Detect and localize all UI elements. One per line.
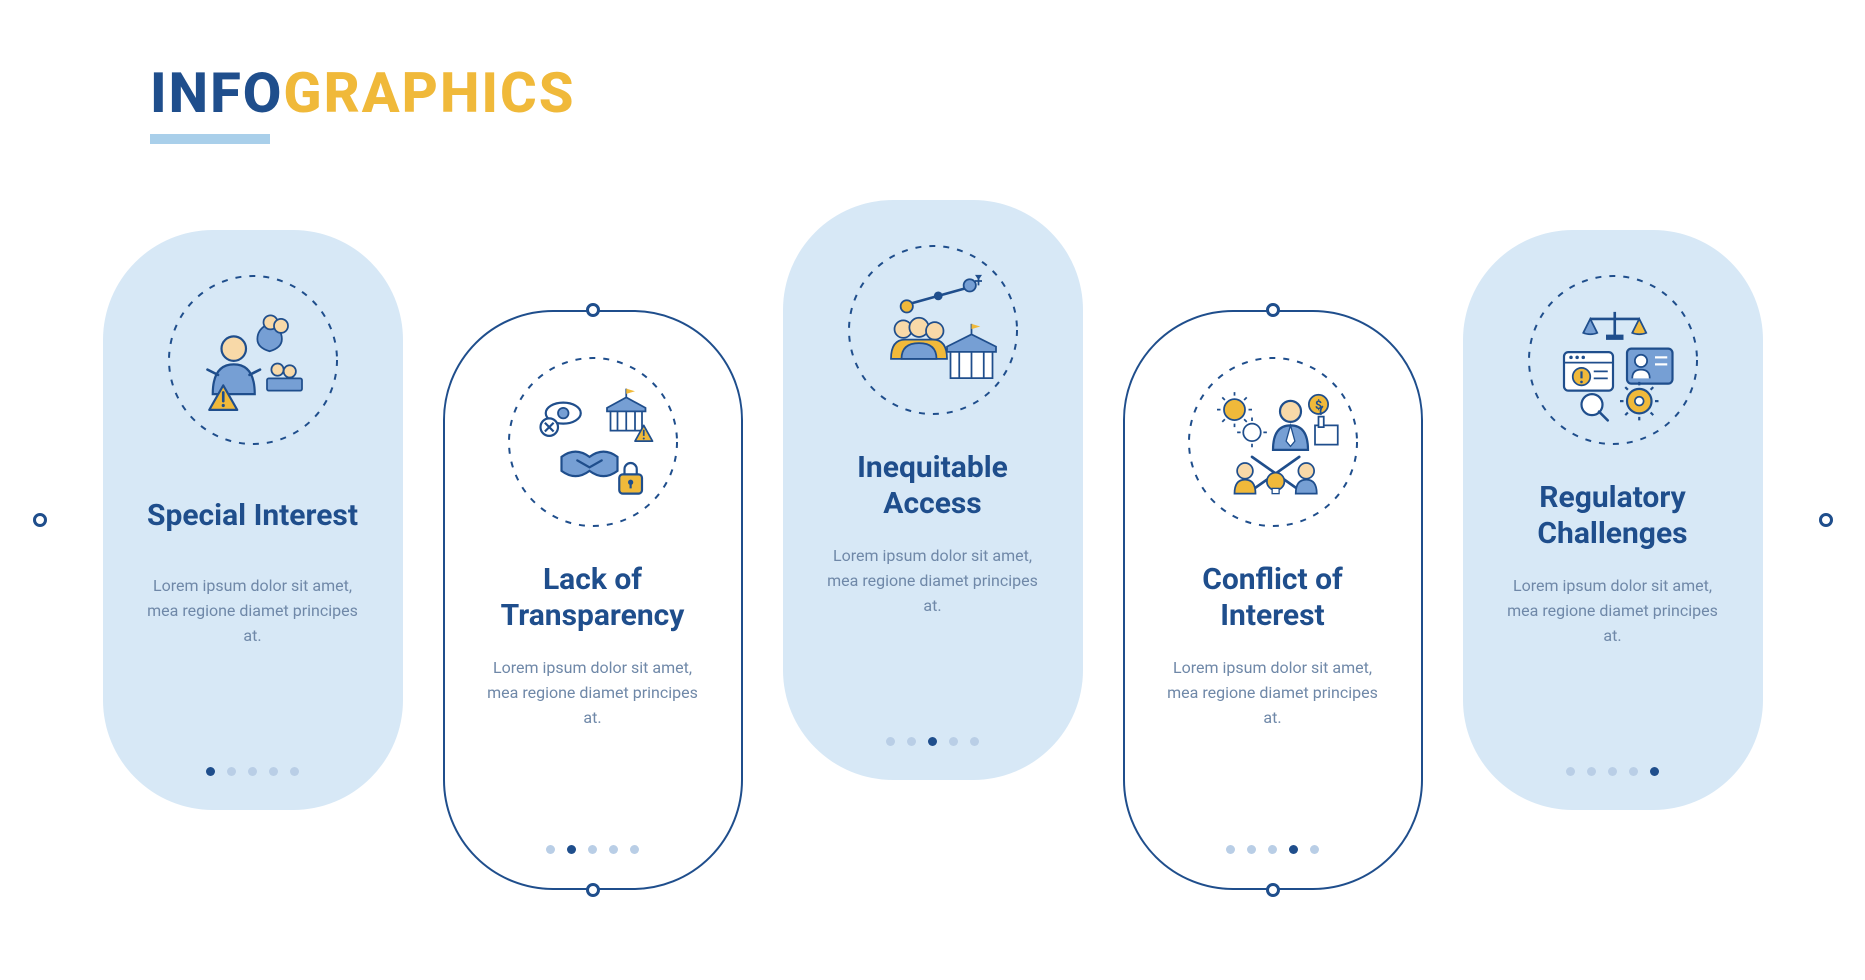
dot — [949, 737, 958, 746]
dot — [206, 767, 215, 776]
title-underline — [150, 134, 270, 144]
card-anchor-1: Lack of Transparency Lorem ipsum dolor si… — [443, 310, 743, 890]
card-body: Lorem ipsum dolor sit amet, mea regione … — [813, 544, 1053, 727]
card-anchor-0: Special Interest Lorem ipsum dolor sit am… — [103, 230, 403, 810]
pagination-dots — [886, 737, 979, 746]
title-graphics: GRAPHICS — [283, 60, 575, 126]
regulatory-challenges-icon — [1523, 270, 1703, 450]
card-title: Inequitable Access — [813, 450, 1053, 522]
card-body: Lorem ipsum dolor sit amet, mea regione … — [1493, 574, 1733, 757]
dot — [1629, 767, 1638, 776]
card-anchor-3: Conflict of Interest Lorem ipsum dolor si… — [1123, 310, 1423, 890]
dot — [1289, 845, 1298, 854]
pagination-dots — [206, 767, 299, 776]
dot — [886, 737, 895, 746]
special-interest-icon — [163, 270, 343, 450]
dot — [1310, 845, 1319, 854]
dot — [1608, 767, 1617, 776]
connector-dot — [586, 303, 600, 317]
card-conflict-interest: Conflict of Interest Lorem ipsum dolor si… — [1123, 310, 1423, 890]
connector-dot — [33, 513, 47, 527]
connector-dot — [1266, 303, 1280, 317]
pagination-dots — [1226, 845, 1319, 854]
card-regulatory-challenges: Regulatory Challenges Lorem ipsum dolor s… — [1463, 230, 1763, 810]
card-inequitable-access: Inequitable Access Lorem ipsum dolor sit … — [783, 200, 1083, 780]
card-body: Lorem ipsum dolor sit amet, mea regione … — [475, 656, 711, 835]
dot — [227, 767, 236, 776]
dot — [928, 737, 937, 746]
dot — [1650, 767, 1659, 776]
connector-dot — [586, 883, 600, 897]
dot — [567, 845, 576, 854]
pagination-dots — [1566, 767, 1659, 776]
card-body: Lorem ipsum dolor sit amet, mea regione … — [133, 574, 373, 757]
dot — [630, 845, 639, 854]
inequitable-access-icon — [843, 240, 1023, 420]
page-header: INFOGRAPHICS — [150, 60, 576, 144]
card-anchor-2: Inequitable Access Lorem ipsum dolor sit … — [783, 200, 1083, 780]
card-title: Lack of Transparency — [475, 562, 711, 634]
dot — [588, 845, 597, 854]
dot — [1587, 767, 1596, 776]
dot — [546, 845, 555, 854]
card-title: Special Interest — [147, 480, 358, 552]
title-info: INFO — [150, 60, 283, 126]
dot — [609, 845, 618, 854]
pagination-dots — [546, 845, 639, 854]
dot — [269, 767, 278, 776]
card-body: Lorem ipsum dolor sit amet, mea regione … — [1155, 656, 1391, 835]
dot — [1226, 845, 1235, 854]
dot — [1566, 767, 1575, 776]
connector-dot — [1819, 513, 1833, 527]
dot — [248, 767, 257, 776]
card-anchor-4: Regulatory Challenges Lorem ipsum dolor s… — [1463, 230, 1763, 810]
dot — [907, 737, 916, 746]
card-title: Conflict of Interest — [1155, 562, 1391, 634]
lack-transparency-icon — [503, 352, 683, 532]
card-lack-transparency: Lack of Transparency Lorem ipsum dolor si… — [443, 310, 743, 890]
conflict-interest-icon — [1183, 352, 1363, 532]
card-title: Regulatory Challenges — [1493, 480, 1733, 552]
dot — [970, 737, 979, 746]
dot — [1268, 845, 1277, 854]
dot — [290, 767, 299, 776]
card-special-interest: Special Interest Lorem ipsum dolor sit am… — [103, 230, 403, 810]
cards-container: Special Interest Lorem ipsum dolor sit am… — [103, 150, 1763, 890]
dot — [1247, 845, 1256, 854]
page-title: INFOGRAPHICS — [150, 60, 576, 126]
connector-dot — [1266, 883, 1280, 897]
